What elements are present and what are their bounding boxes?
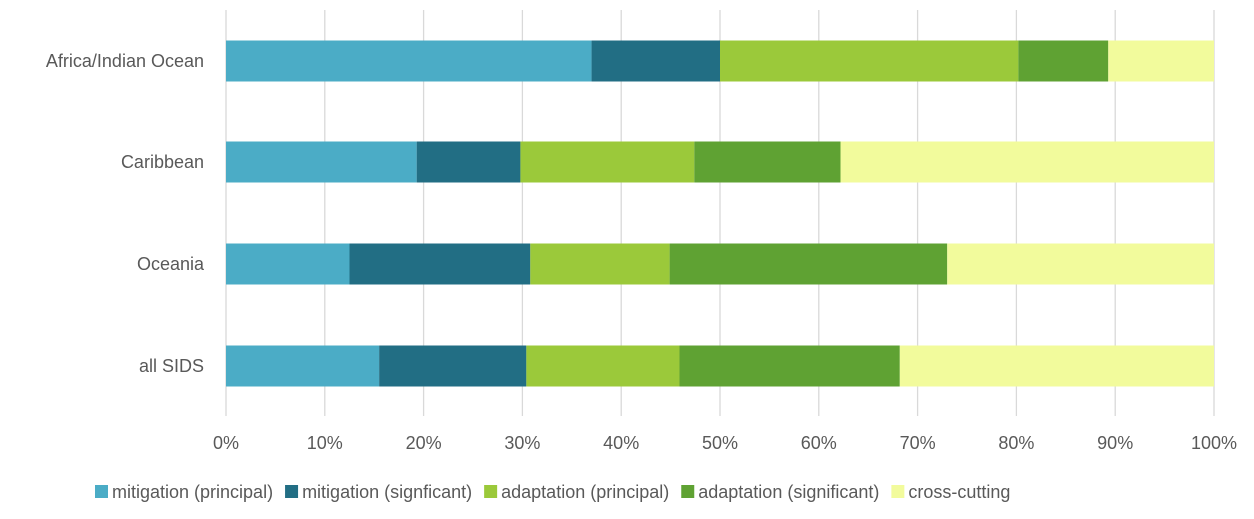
bar-segment xyxy=(226,141,417,183)
legend-label: mitigation (signficant) xyxy=(302,482,472,502)
bar-segment xyxy=(1108,40,1214,82)
bar-segment xyxy=(349,243,531,285)
x-tick-label: 0% xyxy=(213,433,239,453)
x-tick-label: 100% xyxy=(1191,433,1237,453)
bar-segment xyxy=(226,345,380,387)
category-labels: Africa/Indian Ocean Caribbean Oceania all S… xyxy=(46,51,205,376)
x-tick-label: 40% xyxy=(603,433,639,453)
bar-segment xyxy=(530,243,670,285)
bar-segment xyxy=(899,345,1214,387)
bar-segment xyxy=(226,243,350,285)
x-tick-label: 80% xyxy=(998,433,1034,453)
legend-label: mitigation (principal) xyxy=(112,482,273,502)
bar-segment xyxy=(416,141,521,183)
bar-segment xyxy=(720,40,1019,82)
bar-segment xyxy=(520,141,695,183)
bar-segment xyxy=(694,141,841,183)
category-label: Africa/Indian Ocean xyxy=(46,51,204,71)
legend: mitigation (principal) mitigation (signfi… xyxy=(95,482,1010,502)
category-label: Caribbean xyxy=(121,152,204,172)
x-tick-labels: 0% 10% 20% 30% 40% 50% 60% 70% 80% 90% 100% xyxy=(213,433,1237,453)
legend-label: cross-cutting xyxy=(908,482,1010,502)
bar-segment xyxy=(379,345,527,387)
bar-segment xyxy=(1018,40,1109,82)
bar-segment xyxy=(669,243,948,285)
category-label: Oceania xyxy=(137,254,205,274)
bar-segment xyxy=(226,40,592,82)
legend-label: adaptation (significant) xyxy=(698,482,879,502)
x-tick-label: 60% xyxy=(801,433,837,453)
bar-segment xyxy=(526,345,680,387)
x-tick-label: 50% xyxy=(702,433,738,453)
bar-segment xyxy=(947,243,1214,285)
legend-swatch xyxy=(285,485,299,498)
legend-swatch xyxy=(891,485,905,498)
legend-label: adaptation (principal) xyxy=(501,482,669,502)
legend-swatch xyxy=(681,485,695,498)
legend-swatch xyxy=(484,485,498,498)
x-tick-label: 10% xyxy=(307,433,343,453)
x-tick-label: 90% xyxy=(1097,433,1133,453)
legend-swatch xyxy=(95,485,108,498)
x-tick-label: 20% xyxy=(406,433,442,453)
x-tick-label: 70% xyxy=(900,433,936,453)
bar-segment xyxy=(679,345,900,387)
bars xyxy=(226,40,1214,387)
bar-segment xyxy=(591,40,720,82)
x-tick-label: 30% xyxy=(504,433,540,453)
bar-segment xyxy=(840,141,1214,183)
category-label: all SIDS xyxy=(139,356,204,376)
